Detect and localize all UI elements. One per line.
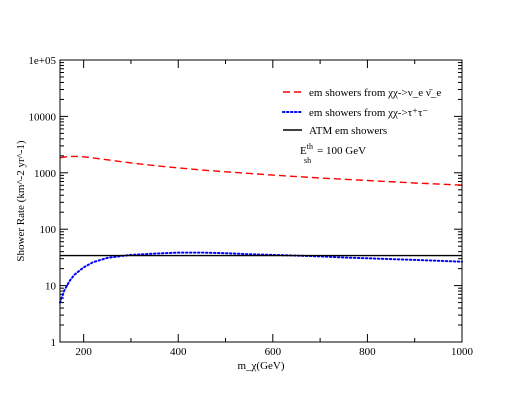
legend-label-0: em showers from χχ->ν_e ν̄_e [309,87,441,99]
series-line-0 [59,155,463,186]
threshold-annotation: Eth sh = 100 GeV [300,142,366,165]
y-tick-label: 1000 [34,168,57,180]
annot-prefix: E [300,145,307,157]
x-tick-label: 800 [359,346,376,358]
annot-value: = 100 GeV [317,145,366,157]
y-tick-label: 1e+05 [28,55,56,67]
y-axis-title: Shower Rate (km^-2 yr^-1) [15,140,27,262]
x-axis-ticks: 200 400 600 800 1000 [75,60,474,358]
legend-label-2: ATM em showers [309,125,387,137]
legend: em showers from χχ->ν_e ν̄_eem showers f… [282,87,441,137]
annot-superscript: th [307,142,313,151]
y-tick-label: 10000 [29,111,57,123]
y-axis-ticks: 1 10 100 1000 10000 1e+05 [28,55,462,349]
series-line-1 [59,251,463,304]
x-tick-label: 400 [170,346,187,358]
y-tick-label: 100 [40,224,57,236]
series-layer [59,155,463,304]
y-tick-label: 10 [45,281,57,293]
annot-subscript: sh [304,156,311,165]
plot-frame [59,59,463,343]
y-tick-label: 1 [51,337,57,349]
x-tick-label: 1000 [451,346,474,358]
x-tick-label: 200 [75,346,92,358]
x-axis-title: m_χ(GeV) [237,360,284,372]
legend-label-1: em showers from χχ->τ⁺τ⁻ [309,107,428,119]
x-tick-label: 600 [265,346,282,358]
